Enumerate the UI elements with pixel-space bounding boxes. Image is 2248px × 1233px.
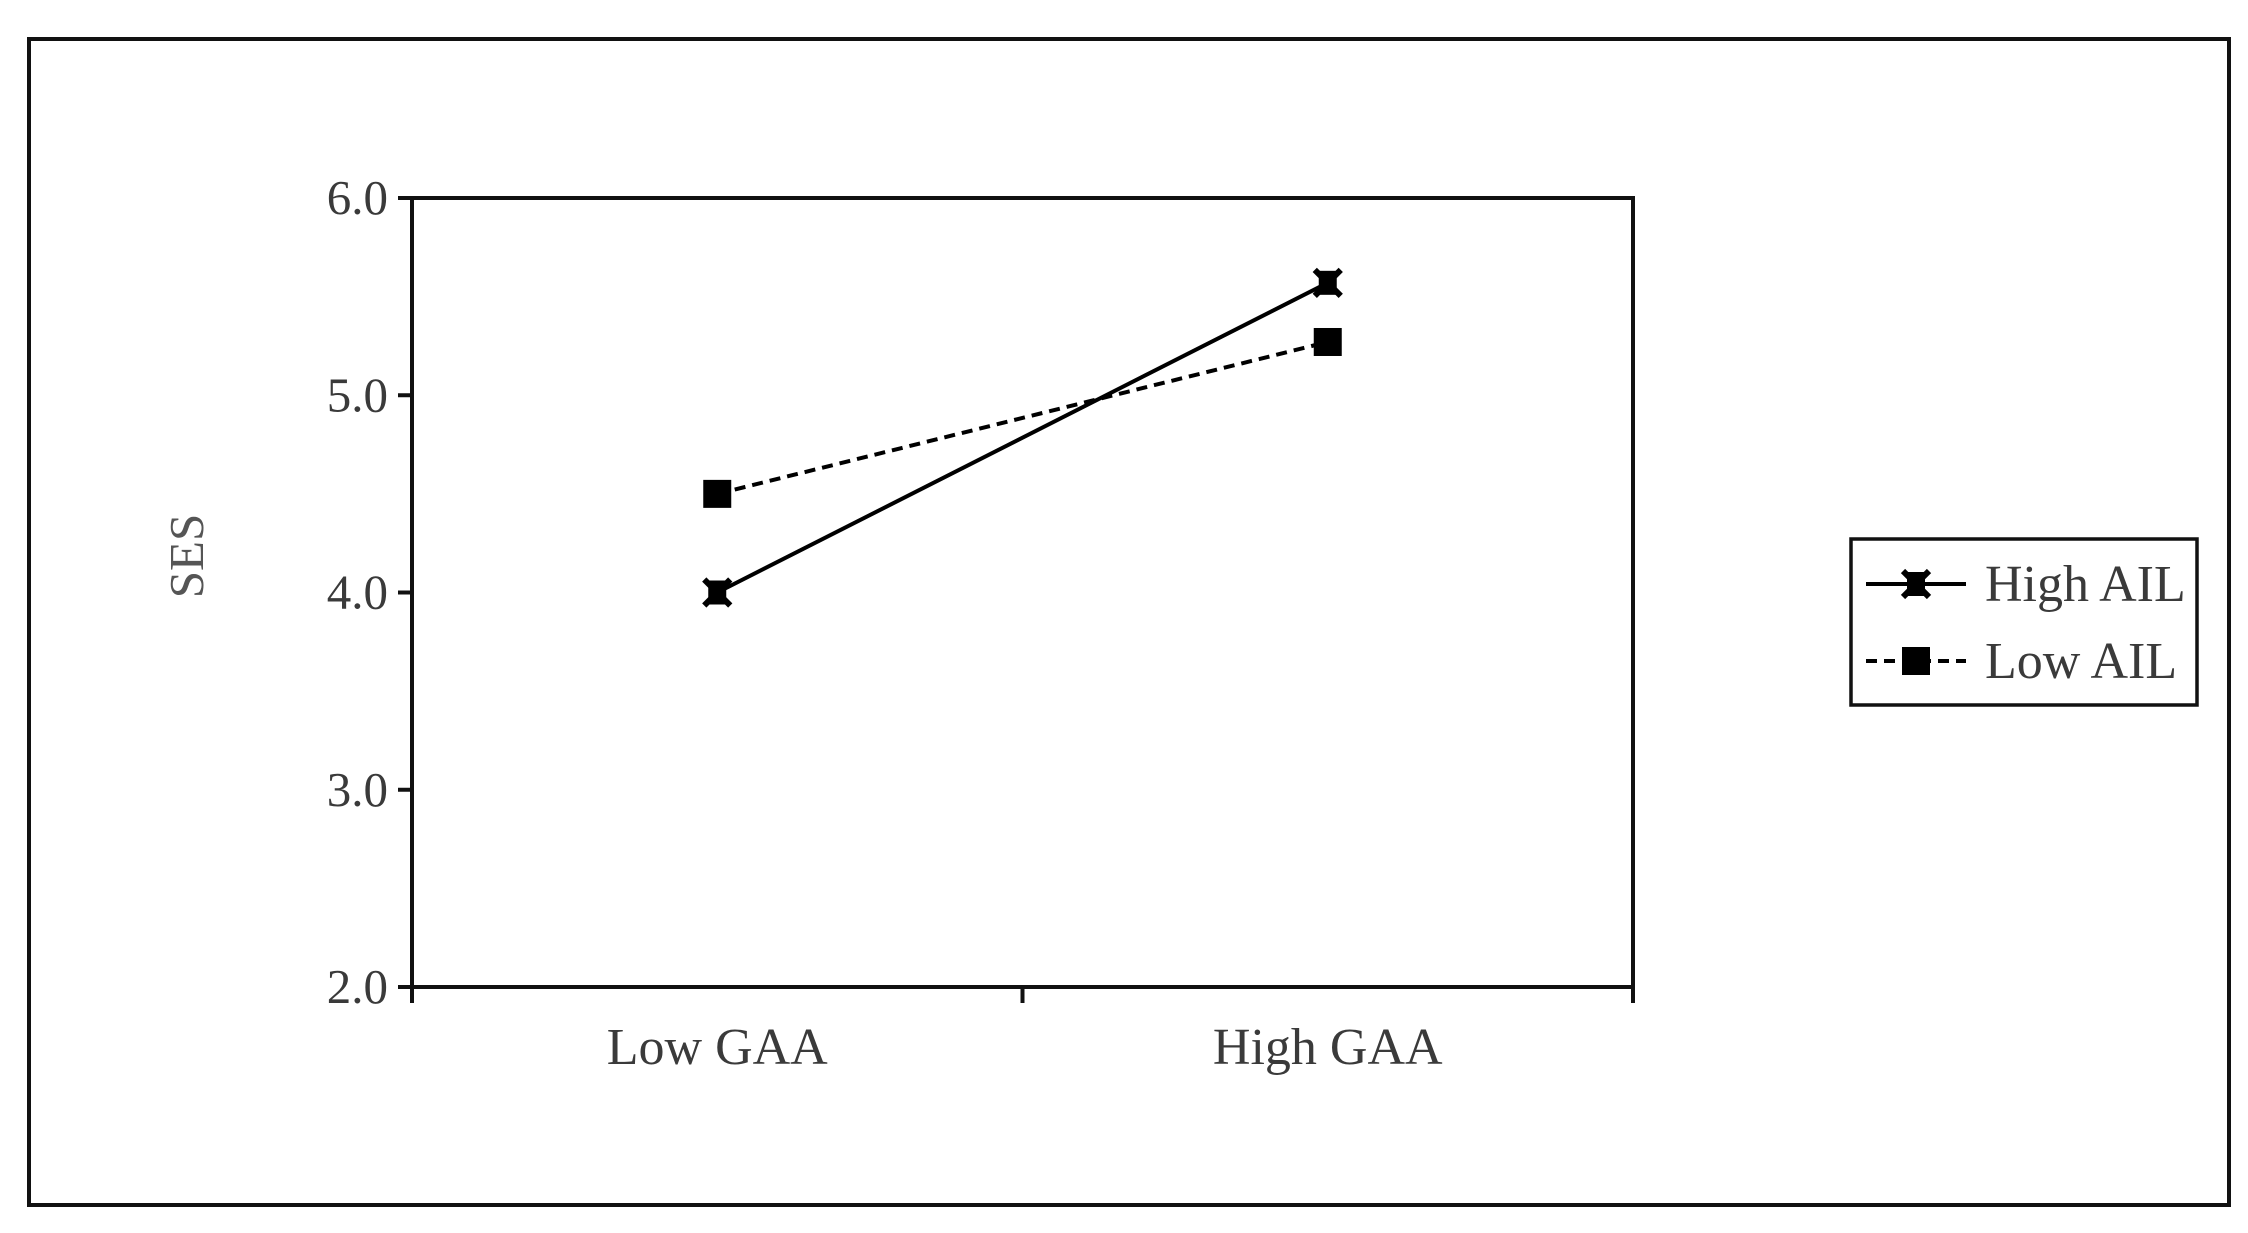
series-1-point	[1312, 267, 1343, 298]
legend-marker	[1902, 647, 1930, 675]
series-line-2	[716, 340, 1329, 496]
x-axis-category-labels: Low GAA High GAA	[607, 1019, 1443, 1076]
y-tick-label: 2.0	[327, 959, 388, 1014]
legend-label: High AIL	[1985, 556, 2186, 613]
y-tick-label: 4.0	[327, 565, 388, 620]
x-axis-ticks	[410, 987, 1635, 1003]
legend-label: Low AIL	[1985, 633, 2177, 690]
series-1-point	[702, 577, 733, 608]
series-line-1	[716, 281, 1329, 595]
legend: High AIL Low AIL	[1849, 537, 2199, 707]
y-axis-ticks: 2.0 3.0 4.0 5.0 6.0	[327, 170, 412, 1014]
y-tick-label: 3.0	[327, 762, 388, 817]
series-2-point	[1313, 327, 1342, 356]
y-axis-title: SES	[159, 514, 214, 598]
y-tick-label: 6.0	[327, 170, 388, 225]
series-layer	[702, 267, 1343, 608]
series-2-point	[703, 479, 732, 508]
legend-marker	[1900, 568, 1932, 600]
x-category-label: Low GAA	[607, 1019, 828, 1076]
x-category-label: High GAA	[1213, 1019, 1443, 1076]
y-tick-label: 5.0	[327, 367, 388, 422]
legend-box	[1849, 537, 2199, 707]
